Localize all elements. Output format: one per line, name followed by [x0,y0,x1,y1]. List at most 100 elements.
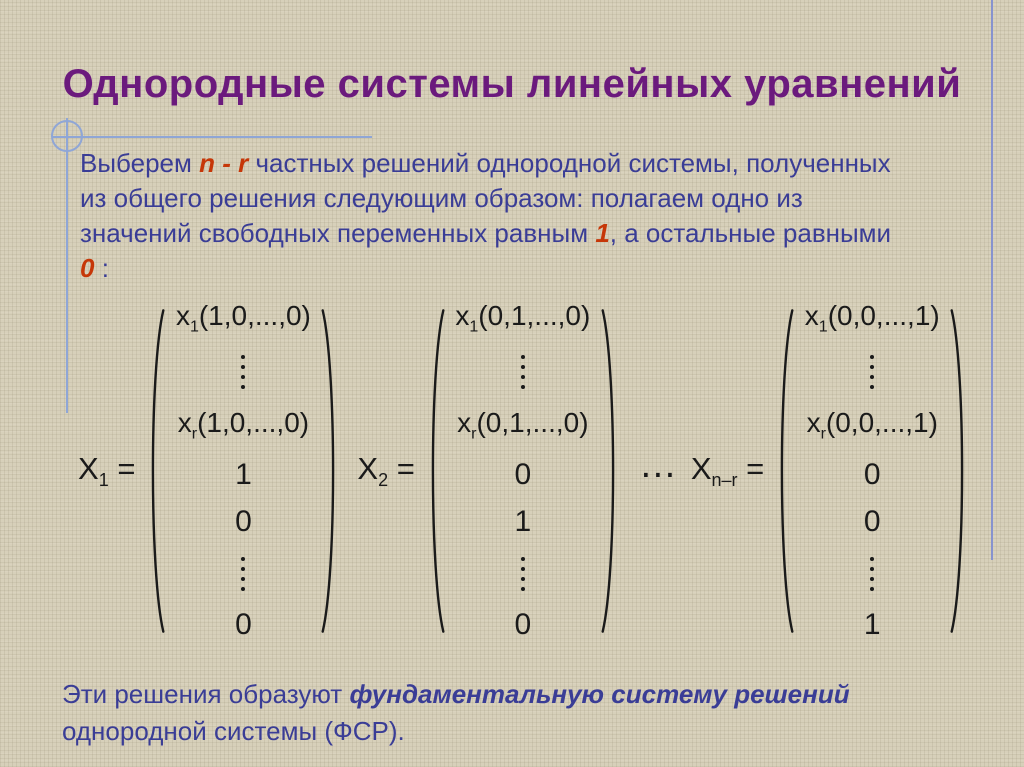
dot [241,365,246,370]
matrix-label-subscript: 1 [98,470,109,491]
matrix-row: x1(0,1,...,0) [455,302,590,336]
dot [870,576,875,581]
matrix-row: 0 [235,505,252,539]
dot [520,576,525,581]
compass-circle-icon [51,120,83,152]
equals-sign: = [388,450,415,486]
left-guide-line [66,118,68,413]
vertical-ellipsis [520,353,525,391]
dot [241,566,246,571]
dot [241,355,246,360]
text-segment: Эти решения образуют [62,679,350,709]
matrix-row: 0 [863,457,881,491]
text-segment: значений свободных переменных равным [80,218,596,248]
tuple: (0,1,...,0) [478,300,591,331]
paragraph-line: Выберем n - r частных решений однородной… [80,146,985,181]
dot [241,586,246,591]
left-parenthesis [781,309,794,633]
matrix-row: 0 [514,608,532,641]
footer-note: Эти решения образуют фундаментальную сис… [62,676,992,750]
accent-text: 1 [595,218,610,248]
dot [520,556,525,561]
slide-title: Однородные системы линейных уравнений [62,62,962,106]
text-segment: : [94,253,109,283]
right-parenthesis [950,309,964,633]
dot [870,556,875,561]
variable: x [457,406,472,438]
vertical-ellipsis [870,555,875,593]
matrix-label-base: X [357,450,379,486]
matrix-row: 0 [514,457,532,491]
left-parenthesis [431,309,445,633]
intro-paragraph: Выберем n - r частных решений однородной… [80,146,985,286]
variable: x [455,300,470,331]
dot [241,375,246,380]
dot [520,385,525,390]
equals-sign: = [737,450,765,486]
matrix-label-base: X [78,450,99,486]
matrix-x2: X2 = x1(0,1,...,0) xr(0,1,...,0) 0 1 0 [357,296,622,646]
matrix-label-subscript: n–r [711,470,738,491]
matrix-label-base: X [690,450,712,486]
left-parenthesis [152,309,165,633]
matrix-row: 1 [514,505,532,539]
matrix-column: x1(0,0,...,1) xr(0,0,...,1) 0 0 1 [796,296,948,646]
footer-line: однородной системы (ФСР). [62,713,992,750]
between-matrices-ellipsis: … [638,444,677,486]
matrix-x1: X1 = x1(1,0,...,0) xr(1,0,...,0) 1 0 0 [78,296,343,646]
tuple: (0,0,...,1) [825,406,938,438]
fundamental-solutions-row: X1 = x1(1,0,...,0) xr(1,0,...,0) 1 0 0 X2 = x1(… [78,296,972,646]
dot [520,355,525,360]
dot [870,566,875,571]
text-segment: , а остальные равными [609,218,892,248]
variable: x [806,406,821,438]
dot [241,556,246,561]
variable: x [177,406,192,438]
vertical-ellipsis [870,353,875,391]
matrix-label-subscript: 2 [378,470,389,491]
matrix-x3: Xn–r = x1(0,0,...,1) xr(0,0,...,1) 0 0 1 [691,296,972,646]
tuple: (0,0,...,1) [827,300,940,331]
matrix-row: 0 [235,608,252,641]
vertical-ellipsis [520,555,525,593]
dot [870,355,875,360]
matrix-row: 1 [235,457,252,491]
dot [520,586,525,591]
matrix-row: 1 [863,608,881,641]
equals-sign: = [108,450,136,486]
paragraph-line: из общего решения следующим образом: пол… [80,181,985,216]
text-segment: Выберем [80,148,200,178]
variable-subscript: 1 [189,318,199,336]
variable-subscript: 1 [469,318,479,336]
matrix-row: xr(0,0,...,1) [806,406,938,443]
vertical-ellipsis [241,555,246,593]
variable: x [175,300,190,331]
paragraph-line: 0 : [80,251,985,286]
right-parenthesis [321,309,335,633]
paragraph-line: значений свободных переменных равным 1, … [80,216,985,251]
text-segment: из общего решения следующим образом: пол… [80,183,803,213]
tuple: (1,0,...,0) [198,300,311,331]
dot [520,566,525,571]
matrix-row: 0 [863,505,881,539]
tuple: (0,1,...,0) [476,406,589,438]
matrix-label: X2 = [357,451,414,491]
matrix-row: x1(1,0,...,0) [176,302,311,336]
tuple: (1,0,...,0) [197,406,310,438]
variable-subscript: r [471,425,477,443]
dot [241,576,246,581]
matrix-label: Xn–r = [691,451,764,491]
matrix-column: x1(1,0,...,0) xr(1,0,...,0) 1 0 0 [167,296,319,646]
dot [520,365,525,370]
matrix-row: x1(0,0,...,1) [805,302,940,336]
text-segment: фундаментальную систему решений [349,679,850,709]
right-guide-line [991,0,993,560]
matrix-label: X1 = [78,451,135,491]
title-underline-rule [52,136,372,138]
text-segment: частных решений однородной системы, полу… [248,148,891,178]
text-segment: однородной системы (ФСР). [62,716,405,746]
matrix-row: xr(0,1,...,0) [457,406,589,443]
matrix-column: x1(0,1,...,0) xr(0,1,...,0) 0 1 0 [447,296,599,646]
dot [870,385,875,390]
